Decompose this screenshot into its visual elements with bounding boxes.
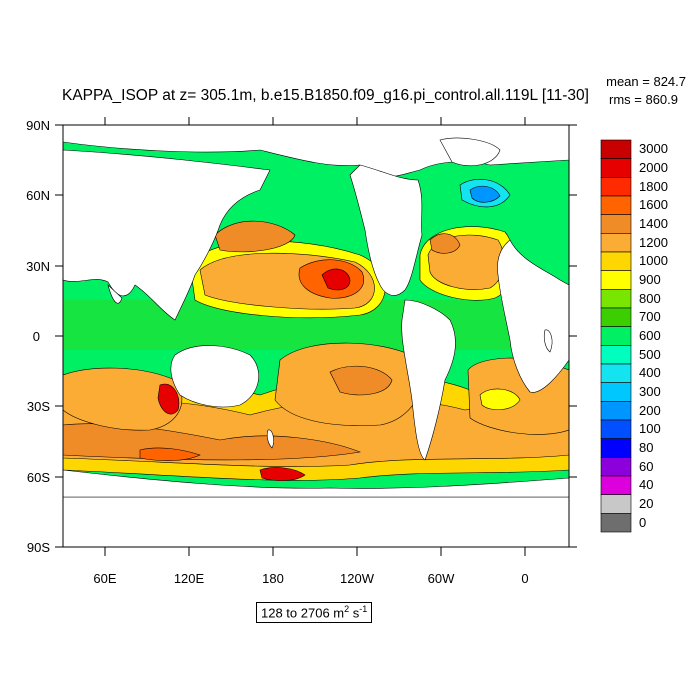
colorbar-swatch — [600, 345, 632, 365]
colorbar — [600, 139, 632, 533]
lon-tick-label: 60W — [428, 571, 455, 586]
colorbar-label: 700 — [639, 309, 661, 325]
colorbar-swatch — [600, 251, 632, 271]
mean-stat: mean = 824.7 — [606, 74, 686, 89]
plot-title: KAPPA_ISOP at z= 305.1m, b.e15.B1850.f09… — [62, 87, 589, 104]
range-text: 128 to 2706 m — [261, 605, 345, 621]
colorbar-label: 1800 — [639, 178, 668, 194]
colorbar-label: 500 — [639, 346, 661, 362]
colorbar-swatch — [600, 475, 632, 495]
colorbar-label: 200 — [639, 402, 661, 418]
colorbar-label: 1600 — [639, 197, 668, 213]
colorbar-swatch — [600, 382, 632, 402]
colorbar-swatch — [600, 326, 632, 346]
lon-tick-label: 60E — [93, 571, 116, 586]
range-mid: s — [349, 605, 360, 621]
lon-tick-label: 120W — [340, 571, 375, 586]
colorbar-swatch — [600, 289, 632, 309]
colorbar-label: 1200 — [639, 234, 668, 250]
colorbar-label: 0 — [639, 514, 647, 530]
lat-tick-label: 90N — [26, 118, 50, 133]
range-sup-1: 2 — [344, 604, 350, 614]
colorbar-label: 80 — [639, 440, 654, 455]
colorbar-swatch — [600, 419, 632, 439]
lat-tick-label: 30N — [26, 259, 50, 274]
colorbar-swatch — [600, 494, 632, 514]
colorbar-swatch — [600, 438, 632, 458]
colorbar-swatch — [600, 195, 632, 215]
colorbar-label: 900 — [639, 272, 661, 287]
colorbar-swatch — [600, 139, 632, 159]
gyre-indian — [63, 367, 183, 431]
gyre-north-pacific — [189, 220, 386, 319]
rms-stat: rms = 860.9 — [608, 92, 678, 107]
range-sup-2: -1 — [359, 604, 368, 614]
colorbar-swatch — [600, 177, 632, 197]
colorbar-label: 100 — [639, 421, 661, 437]
gyre-south-pacific — [274, 342, 423, 426]
lat-tick-label: 0 — [33, 329, 40, 344]
colorbar-swatch — [600, 401, 632, 421]
lat-tick-label: 60N — [26, 188, 50, 203]
range-label: 128 to 2706 m2 s-1 — [256, 602, 373, 624]
land-masses — [63, 125, 569, 547]
colorbar-label: 1400 — [639, 216, 668, 231]
colorbar-label: 400 — [639, 365, 661, 381]
gyre-north-atlantic — [419, 226, 515, 301]
colorbar-label: 2000 — [639, 160, 668, 175]
colorbar-label: 300 — [639, 384, 661, 399]
colorbar-label: 20 — [639, 496, 654, 511]
lat-tick-label: 90S — [27, 540, 50, 555]
colorbar-swatch — [600, 457, 632, 477]
colorbar-label: 800 — [639, 290, 661, 306]
axis-ticks — [55, 117, 577, 556]
lon-tick-label: 180 — [262, 571, 284, 586]
lat-tick-label: 60S — [27, 470, 50, 485]
southern-ocean-band — [63, 375, 569, 481]
colorbar-swatch — [600, 363, 632, 383]
colorbar-label: 40 — [639, 477, 654, 493]
colorbar-label: 3000 — [639, 141, 668, 157]
colorbar-label: 60 — [639, 458, 654, 474]
colorbar-swatch — [600, 233, 632, 253]
colorbar-swatch — [600, 214, 632, 234]
lon-tick-label: 0 — [521, 571, 528, 586]
lon-tick-label: 120E — [174, 571, 205, 586]
colorbar-label: 1000 — [639, 253, 668, 269]
colorbar-swatch — [600, 270, 632, 290]
colorbar-swatch — [600, 307, 632, 327]
colorbar-swatch — [600, 513, 632, 533]
lon-tick-labels: 60E 120E 180 120W 60W 0 — [93, 571, 528, 586]
colorbar-swatch — [600, 158, 632, 178]
colorbar-label: 600 — [639, 328, 661, 343]
lat-tick-labels: 90N 60N 30N 0 30S 60S 90S — [26, 118, 50, 555]
lat-tick-label: 30S — [27, 399, 50, 414]
